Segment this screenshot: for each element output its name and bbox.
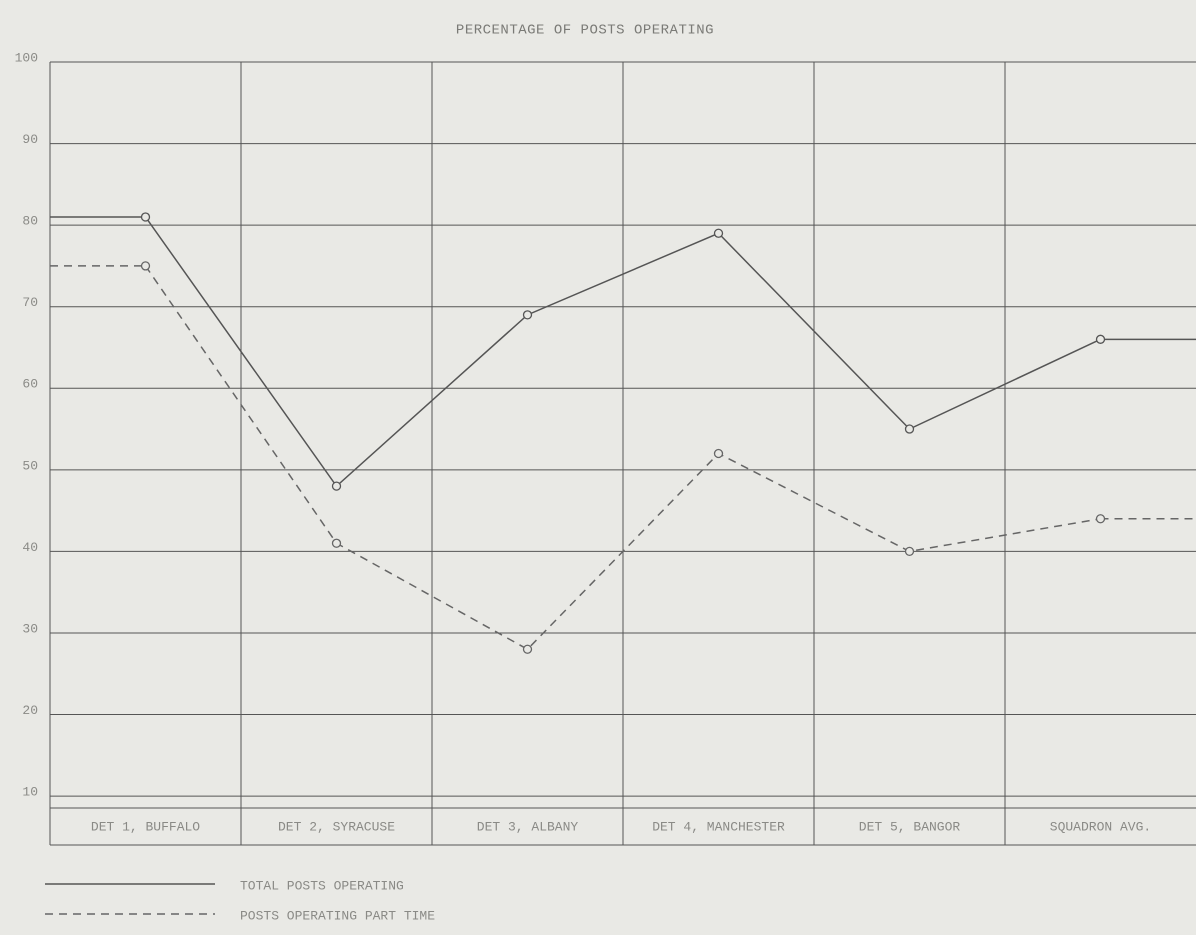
point bbox=[331, 538, 342, 548]
y-tick-label: 60 bbox=[22, 377, 38, 392]
y-tick-label: 10 bbox=[22, 785, 38, 800]
point bbox=[904, 546, 915, 557]
y-tick-label: 40 bbox=[22, 540, 38, 555]
x-tick-label: DET 1, BUFFALO bbox=[91, 819, 200, 834]
legend-label: TOTAL POSTS OPERATING bbox=[240, 878, 404, 893]
point bbox=[904, 424, 915, 434]
y-tick-label: 20 bbox=[22, 703, 38, 718]
x-tick-label: DET 3, ALBANY bbox=[477, 819, 579, 834]
x-tick-label: SQUADRON AVG. bbox=[1050, 819, 1151, 834]
x-tick-label: DET 5, BANGOR bbox=[859, 819, 961, 834]
series-line bbox=[144, 216, 1101, 488]
point bbox=[713, 448, 724, 459]
series-line bbox=[144, 265, 1101, 651]
y-tick-label: 70 bbox=[22, 295, 38, 310]
point bbox=[140, 212, 151, 222]
y-tick-label: 50 bbox=[22, 458, 38, 473]
y-tick-label: 30 bbox=[22, 621, 38, 636]
point bbox=[522, 310, 533, 320]
point bbox=[522, 644, 533, 654]
x-tick-label: DET 2, SYRACUSE bbox=[278, 819, 395, 834]
point bbox=[140, 261, 151, 271]
point bbox=[331, 481, 342, 491]
point bbox=[713, 228, 724, 238]
point bbox=[1095, 514, 1106, 524]
y-tick-label: 100 bbox=[15, 50, 38, 65]
y-tick-label: 80 bbox=[22, 214, 38, 229]
y-tick-label: 90 bbox=[22, 132, 38, 147]
point bbox=[1095, 334, 1106, 344]
chart-title: PERCENTAGE OF POSTS OPERATING bbox=[456, 23, 714, 39]
legend-label: POSTS OPERATING PART TIME bbox=[240, 908, 435, 923]
x-tick-label: DET 4, MANCHESTER bbox=[652, 819, 785, 834]
